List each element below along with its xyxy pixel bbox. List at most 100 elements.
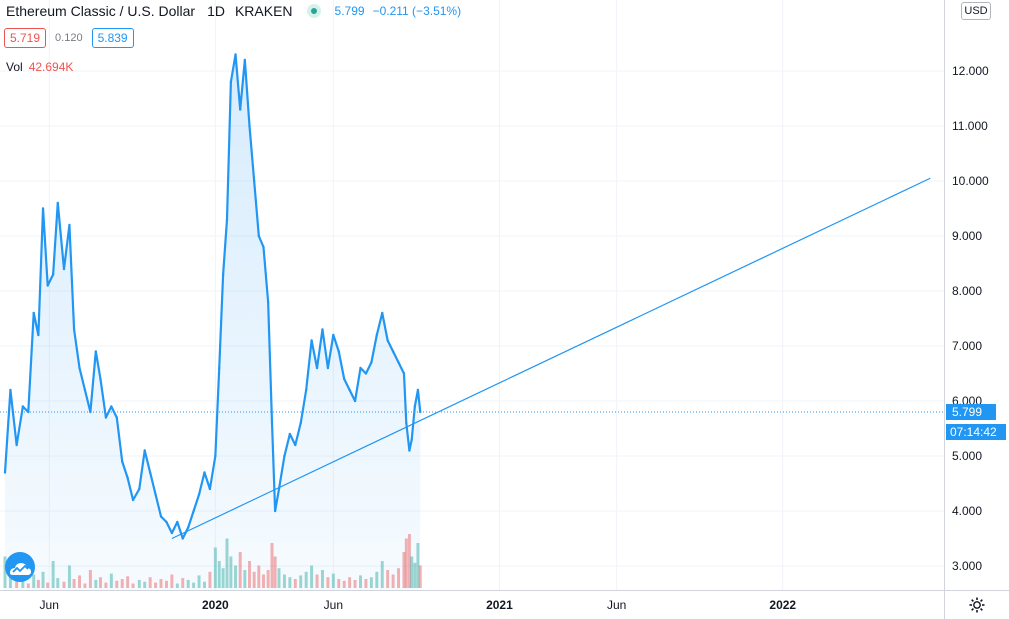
price-point[interactable]	[299, 421, 302, 425]
price-point[interactable]	[32, 311, 35, 315]
price-point[interactable]	[126, 476, 129, 480]
price-point[interactable]	[72, 328, 76, 331]
price-point[interactable]	[343, 377, 346, 381]
price-point[interactable]	[391, 350, 395, 353]
price-point[interactable]	[238, 108, 242, 111]
price-point[interactable]	[131, 498, 135, 502]
price-point[interactable]	[234, 53, 237, 56]
price-point[interactable]	[359, 366, 362, 370]
price-series-line[interactable]	[3, 53, 422, 540]
price-point[interactable]	[353, 399, 357, 403]
price-point[interactable]	[304, 388, 308, 392]
price-point[interactable]	[243, 58, 247, 62]
price-point[interactable]	[143, 449, 146, 452]
price-point[interactable]	[386, 339, 389, 342]
price-point[interactable]	[94, 350, 98, 353]
price-point[interactable]	[186, 526, 190, 529]
price-point[interactable]	[408, 449, 411, 452]
price-point[interactable]	[310, 339, 313, 342]
price-point[interactable]	[68, 223, 71, 227]
price-point[interactable]	[225, 218, 229, 221]
price-point[interactable]	[138, 487, 141, 491]
price-point[interactable]	[83, 388, 87, 392]
gear-icon[interactable]	[968, 596, 986, 614]
symbol-name[interactable]: Ethereum Classic / U.S. Dollar	[6, 3, 196, 19]
price-point[interactable]	[248, 124, 251, 128]
price-point[interactable]	[121, 460, 124, 463]
price-point[interactable]	[229, 80, 233, 84]
price-point[interactable]	[51, 273, 55, 276]
price-point[interactable]	[148, 471, 152, 474]
price-point[interactable]	[266, 300, 270, 304]
price-point[interactable]	[332, 333, 335, 337]
price-point[interactable]	[3, 471, 7, 474]
price-change: −0.211 (−3.51%)	[372, 4, 462, 18]
price-point[interactable]	[370, 361, 373, 364]
price-point[interactable]	[294, 443, 297, 447]
price-point[interactable]	[315, 366, 319, 370]
price-point[interactable]	[364, 372, 368, 375]
price-point[interactable]	[405, 421, 408, 425]
price-point[interactable]	[218, 366, 221, 370]
volume-legend[interactable]: Vol 42.694K	[6, 60, 73, 74]
price-point[interactable]	[208, 487, 212, 491]
time-tick-label: 2021	[486, 598, 513, 612]
tradingview-cloud-icon[interactable]	[5, 552, 35, 582]
exchange-name: KRAKEN	[234, 3, 293, 19]
price-point[interactable]	[375, 333, 379, 337]
price-point[interactable]	[165, 520, 168, 524]
price-point[interactable]	[413, 405, 417, 408]
price-point[interactable]	[257, 234, 261, 238]
price-point[interactable]	[41, 207, 45, 210]
price-point[interactable]	[283, 454, 286, 458]
currency-button[interactable]: USD	[961, 2, 991, 20]
time-tick-label: Jun	[323, 598, 344, 612]
price-point[interactable]	[381, 311, 384, 315]
price-point[interactable]	[99, 377, 102, 381]
price-point[interactable]	[270, 421, 274, 425]
price-point[interactable]	[252, 179, 256, 183]
price-point[interactable]	[288, 432, 292, 436]
price-point[interactable]	[37, 333, 40, 337]
price-point[interactable]	[27, 410, 30, 414]
volume-label: Vol	[6, 60, 23, 74]
current-price-label: 5.799	[946, 404, 996, 420]
price-point[interactable]	[181, 537, 184, 540]
price-point[interactable]	[15, 443, 18, 447]
price-tick-label: 8.000	[952, 284, 983, 298]
price-point[interactable]	[416, 388, 420, 392]
price-point[interactable]	[115, 416, 118, 419]
market-status-icon	[306, 4, 321, 18]
price-point[interactable]	[46, 284, 49, 287]
price-point[interactable]	[110, 405, 113, 408]
price-point[interactable]	[203, 471, 206, 474]
trend-line-drawing[interactable]	[171, 177, 931, 540]
price-point[interactable]	[397, 361, 400, 364]
price-point[interactable]	[410, 438, 413, 441]
price-point[interactable]	[154, 493, 157, 496]
timeframe[interactable]: 1D	[207, 3, 225, 19]
price-point[interactable]	[273, 509, 277, 513]
price-point[interactable]	[197, 493, 201, 496]
price-point[interactable]	[337, 350, 340, 353]
price-point[interactable]	[21, 405, 25, 408]
price-point[interactable]	[170, 531, 174, 535]
price-point[interactable]	[159, 515, 163, 518]
price-point[interactable]	[321, 328, 324, 331]
price-point[interactable]	[348, 388, 351, 392]
price-point[interactable]	[214, 454, 217, 458]
price-point[interactable]	[221, 273, 225, 276]
buy-button[interactable]: 5.839	[91, 28, 134, 48]
price-point[interactable]	[56, 201, 59, 205]
price-point[interactable]	[262, 245, 265, 249]
price-point[interactable]	[104, 416, 108, 419]
price-point[interactable]	[78, 366, 81, 370]
price-point[interactable]	[192, 509, 195, 513]
price-point[interactable]	[176, 520, 179, 524]
price-point[interactable]	[9, 388, 12, 392]
price-point[interactable]	[326, 366, 330, 370]
price-point[interactable]	[402, 372, 406, 375]
sell-button[interactable]: 5.719	[4, 28, 47, 48]
price-point[interactable]	[62, 267, 66, 271]
